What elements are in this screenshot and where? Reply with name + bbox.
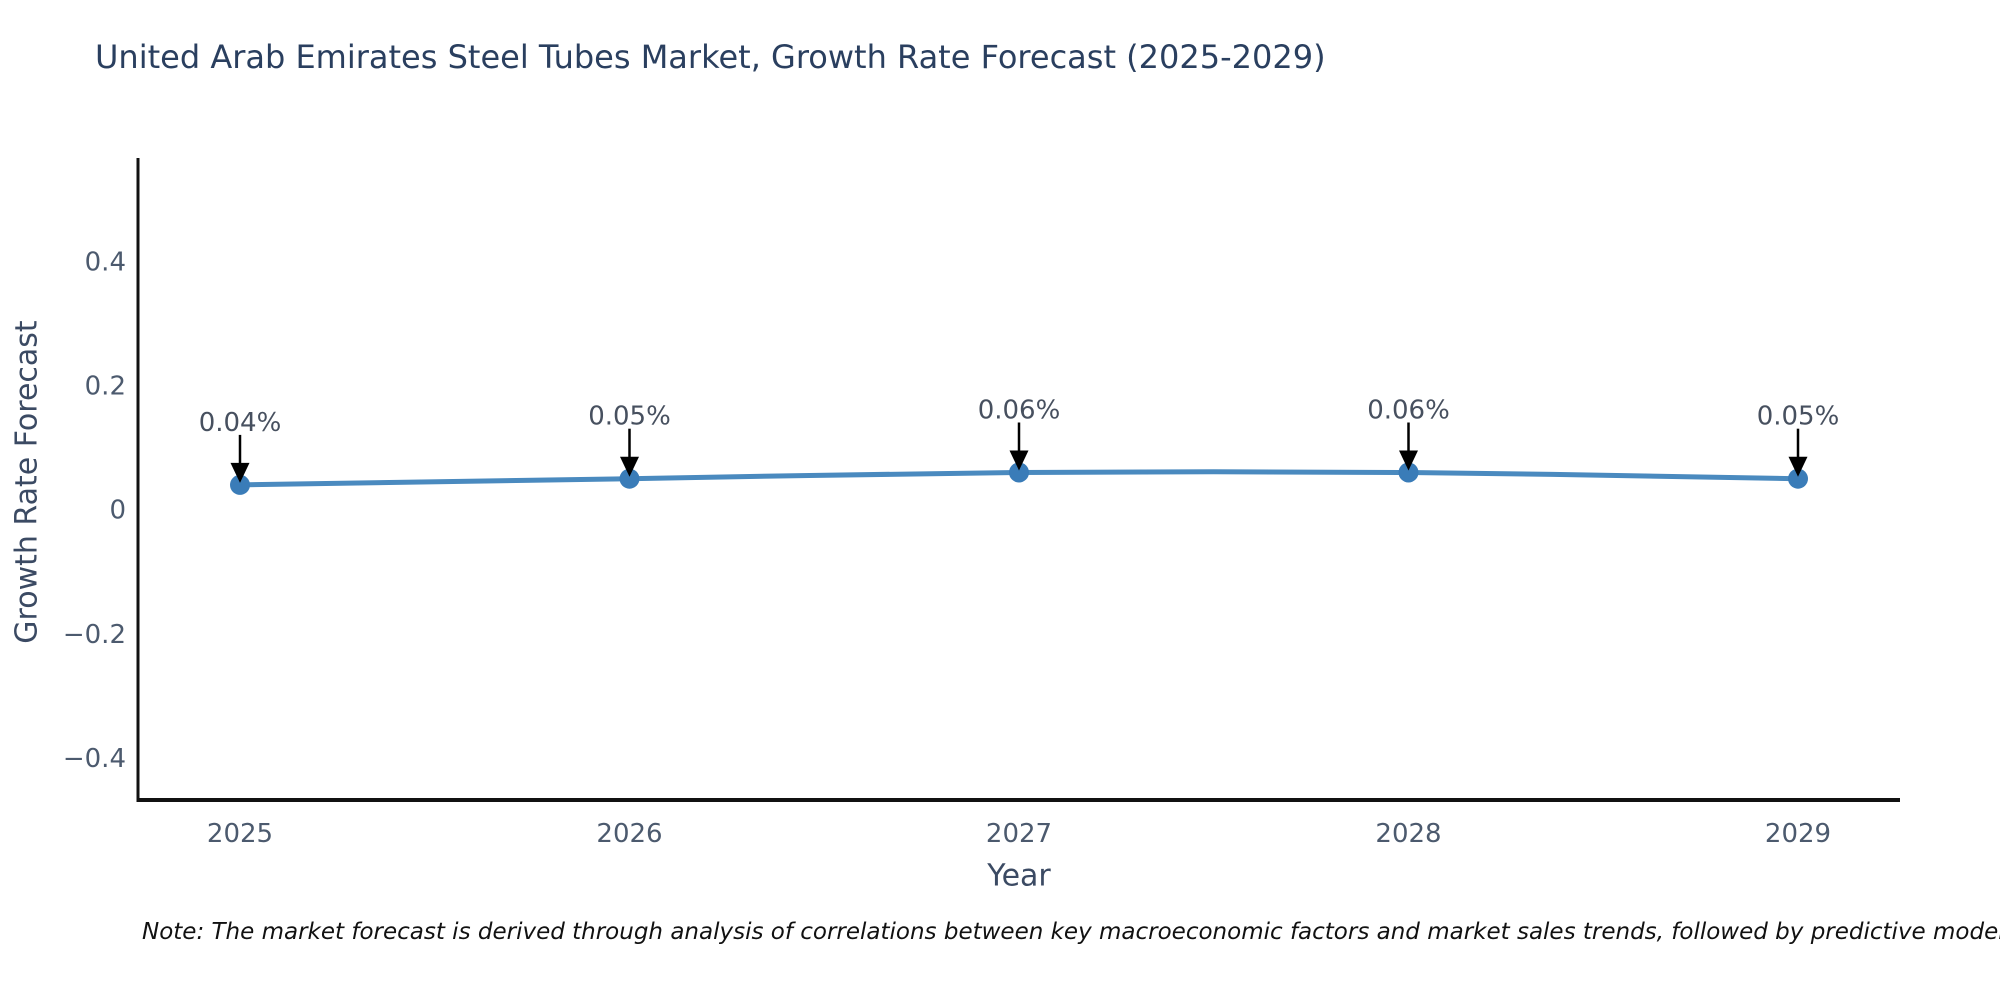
x-axis-title: Year bbox=[987, 858, 1051, 894]
data-point-marker bbox=[1398, 462, 1419, 483]
data-point-label: 0.04% bbox=[199, 408, 282, 438]
annotation-arrowhead bbox=[1788, 456, 1808, 477]
y-tick-label: −0.2 bbox=[63, 620, 126, 650]
data-point-label: 0.06% bbox=[978, 395, 1061, 425]
data-point-marker bbox=[230, 474, 250, 495]
annotation-arrowhead bbox=[230, 462, 250, 483]
data-point-label: 0.06% bbox=[1367, 395, 1450, 425]
data-point-marker bbox=[1788, 468, 1808, 489]
y-tick-label: −0.4 bbox=[63, 744, 126, 774]
y-tick-label: 0.4 bbox=[85, 248, 126, 278]
chart-title: United Arab Emirates Steel Tubes Market,… bbox=[95, 38, 1326, 76]
y-tick-label: 0.2 bbox=[85, 372, 126, 402]
x-tick-label: 2025 bbox=[207, 819, 273, 849]
y-axis-title: Growth Rate Forecast bbox=[9, 320, 45, 644]
x-tick-label: 2026 bbox=[596, 819, 662, 849]
annotation-arrowhead bbox=[620, 456, 639, 477]
annotation-arrowhead bbox=[1009, 450, 1029, 471]
data-point-marker bbox=[1009, 462, 1029, 483]
data-point-marker bbox=[619, 468, 640, 489]
data-point-label: 0.05% bbox=[1757, 402, 1840, 432]
data-point-label: 0.05% bbox=[588, 402, 671, 432]
y-tick-label: 0 bbox=[109, 496, 126, 526]
annotation-arrowhead bbox=[1399, 450, 1418, 471]
x-tick-label: 2029 bbox=[1765, 819, 1831, 849]
x-tick-label: 2027 bbox=[986, 819, 1052, 849]
x-tick-label: 2028 bbox=[1375, 819, 1441, 849]
footnote: Note: The market forecast is derived thr… bbox=[142, 919, 2000, 945]
